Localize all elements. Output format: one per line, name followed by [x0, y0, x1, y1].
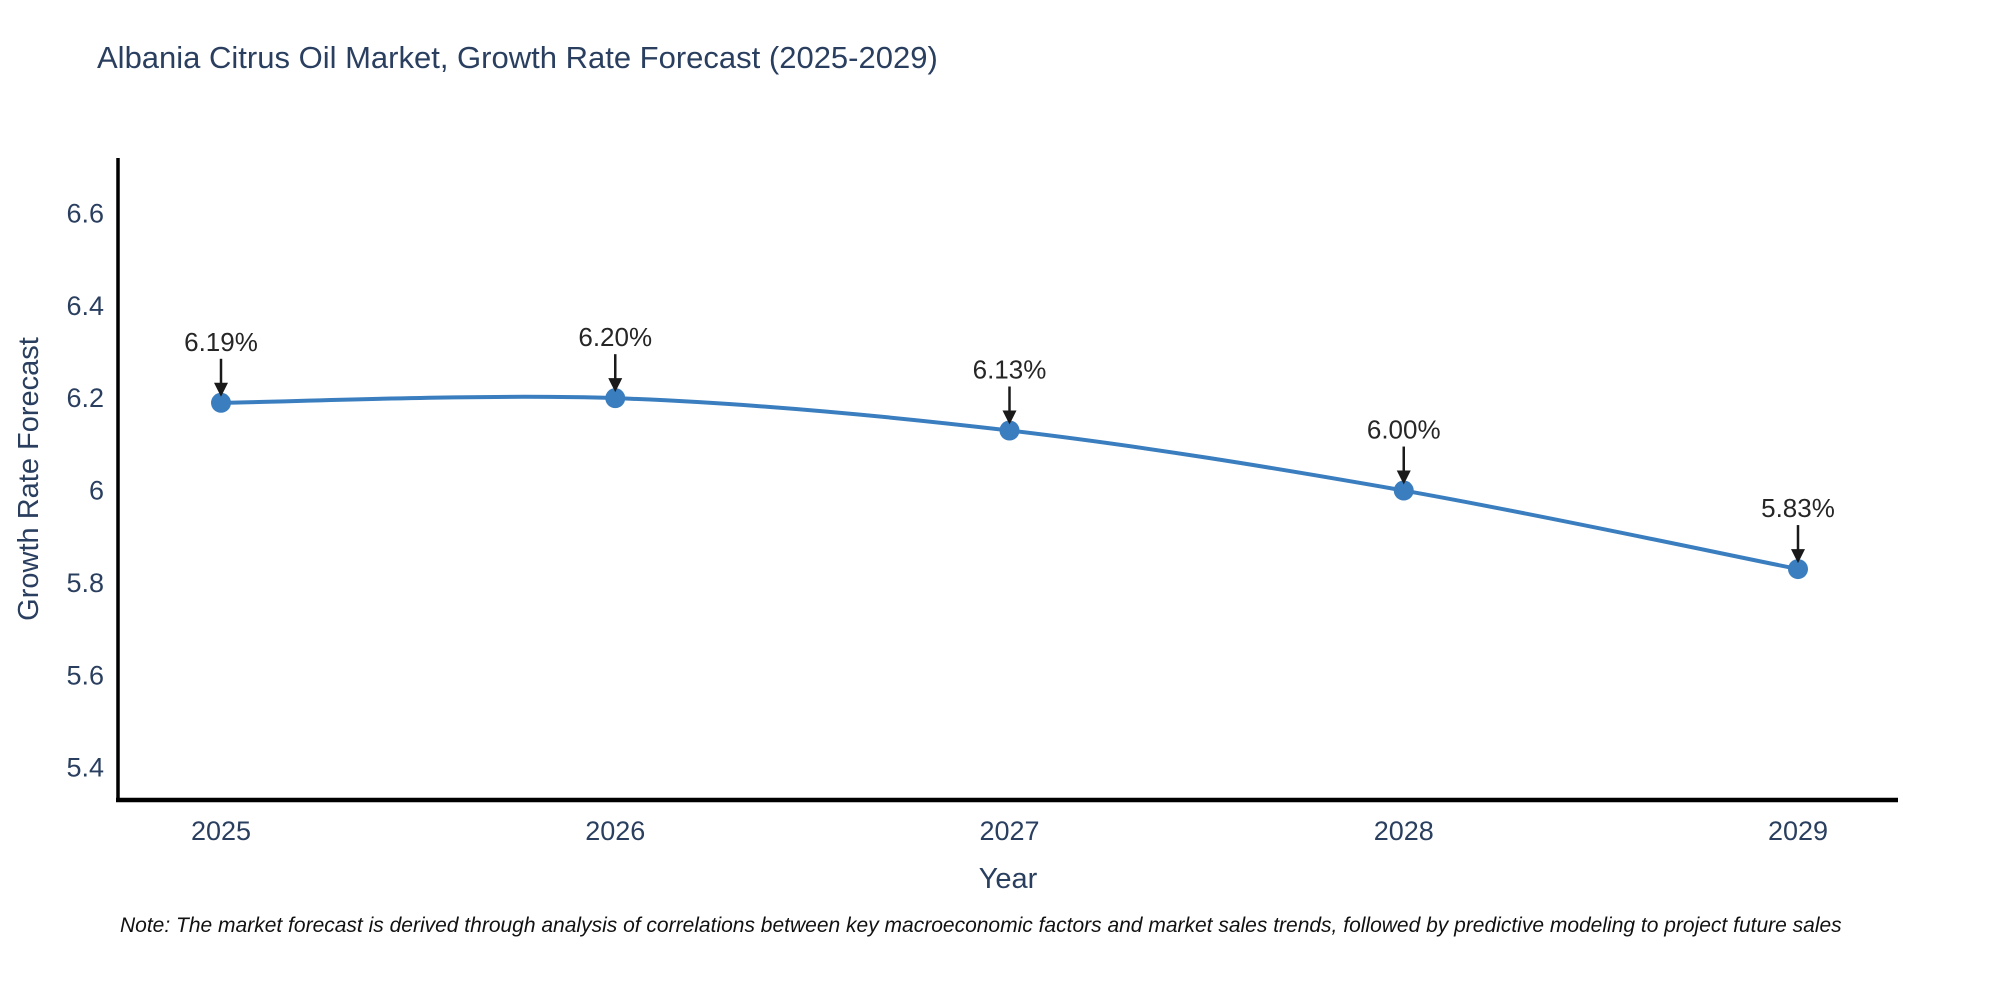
y-tick-label: 5.6 [66, 660, 104, 690]
x-tick-label: 2029 [1768, 816, 1828, 846]
chart-title: Albania Citrus Oil Market, Growth Rate F… [97, 40, 938, 75]
y-tick-label: 6.4 [66, 291, 104, 321]
forecast-line-series [211, 388, 1808, 580]
x-tick-label: 2025 [191, 816, 251, 846]
data-point-marker [999, 420, 1020, 441]
data-point-marker [211, 392, 231, 413]
annotation-arrowhead-icon [214, 382, 228, 397]
y-tick-label: 5.4 [66, 753, 104, 783]
data-point-label: 6.13% [973, 355, 1047, 385]
data-point-label: 6.00% [1367, 415, 1441, 445]
x-tick-label: 2027 [979, 816, 1039, 846]
data-point-label: 6.20% [578, 322, 652, 352]
data-point-marker [605, 388, 626, 409]
data-point-label: 6.19% [184, 327, 258, 357]
y-axis-title: Growth Rate Forecast [13, 337, 45, 621]
y-tick-label: 6 [89, 476, 104, 506]
annotation-arrowhead-icon [608, 378, 623, 393]
x-axis-tick-labels: 2025 2026 2027 2028 2029 [191, 816, 1828, 846]
x-tick-label: 2026 [585, 816, 645, 846]
axes [116, 158, 1898, 803]
annotation-arrowhead-icon [1002, 410, 1017, 425]
footnote: Note: The market forecast is derived thr… [120, 914, 1842, 937]
annotation-arrowhead-icon [1396, 470, 1411, 485]
x-tick-label: 2028 [1374, 816, 1434, 846]
point-annotations: 6.19% 6.20% 6.13% 6.00% 5.83% [184, 322, 1835, 564]
annotation-arrowhead-icon [1791, 549, 1805, 564]
data-point-label: 5.83% [1761, 493, 1835, 523]
y-tick-label: 6.6 [66, 198, 104, 228]
data-point-marker [1788, 559, 1808, 580]
x-axis-title: Year [979, 863, 1038, 895]
y-tick-label: 5.8 [66, 568, 104, 598]
data-point-marker [1393, 480, 1414, 501]
y-tick-label: 6.2 [66, 383, 104, 413]
y-axis-tick-labels: 5.4 5.6 5.8 6 6.2 6.4 6.6 [66, 198, 104, 782]
